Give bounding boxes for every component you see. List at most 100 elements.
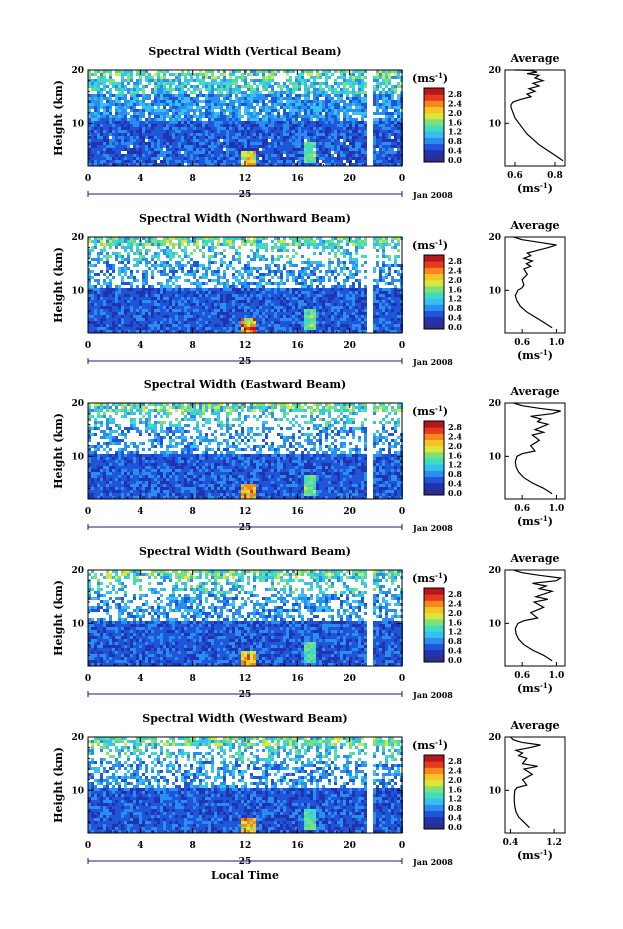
heatmap-cell xyxy=(235,97,238,100)
heatmap-cell xyxy=(298,94,301,97)
heatmap-cell xyxy=(268,306,271,309)
heatmap-cell xyxy=(178,264,181,267)
heatmap-cell xyxy=(280,127,283,130)
heatmap-cell xyxy=(97,160,100,163)
heatmap-cell xyxy=(382,130,385,133)
heatmap-cell xyxy=(292,112,295,115)
heatmap-cell xyxy=(295,252,298,255)
heatmap-cell xyxy=(124,324,127,327)
heatmap-cell xyxy=(229,157,232,160)
heatmap-cell xyxy=(142,294,145,297)
heatmap-cell xyxy=(199,133,202,136)
heatmap-cell xyxy=(247,318,250,321)
heatmap-cell xyxy=(160,294,163,297)
heatmap-cell xyxy=(100,148,103,151)
heatmap-cell xyxy=(181,306,184,309)
heatmap-cell xyxy=(259,151,262,154)
heatmap-cell xyxy=(196,267,199,270)
heatmap-cell xyxy=(157,79,160,82)
heatmap-cell xyxy=(253,276,256,279)
heatmap-cell xyxy=(286,297,289,300)
heatmap-cell xyxy=(268,82,271,85)
heatmap-cell xyxy=(232,118,235,121)
heatmap-cell xyxy=(166,312,169,315)
heatmap-cell xyxy=(301,321,304,324)
heatmap-cell xyxy=(208,136,211,139)
heatmap-cell xyxy=(229,163,232,166)
heatmap-cell xyxy=(196,157,199,160)
heatmap-cell xyxy=(127,240,130,243)
heatmap-cell xyxy=(319,100,322,103)
heatmap-cell xyxy=(112,306,115,309)
heatmap-cell xyxy=(331,112,334,115)
heatmap-cell xyxy=(253,106,256,109)
heatmap-cell xyxy=(127,88,130,91)
heatmap-cell xyxy=(277,130,280,133)
heatmap-cell xyxy=(280,133,283,136)
heatmap-cell xyxy=(115,145,118,148)
heatmap-cell xyxy=(145,124,148,127)
heatmap-cell xyxy=(253,255,256,258)
heatmap-cell xyxy=(229,330,232,333)
heatmap-cell xyxy=(175,103,178,106)
heatmap-cell xyxy=(178,303,181,306)
heatmap-cell xyxy=(163,73,166,76)
heatmap-cell xyxy=(238,288,241,291)
heatmap-cell xyxy=(241,130,244,133)
heatmap-cell xyxy=(250,327,253,330)
heatmap-cell xyxy=(295,133,298,136)
heatmap-cell xyxy=(94,318,97,321)
heatmap-cell xyxy=(268,160,271,163)
heatmap-cell xyxy=(169,100,172,103)
heatmap-cell xyxy=(247,133,250,136)
heatmap-cell xyxy=(232,246,235,249)
heatmap-cell xyxy=(196,142,199,145)
heatmap-cell xyxy=(127,282,130,285)
heatmap-cell xyxy=(88,318,91,321)
heatmap-cell xyxy=(193,288,196,291)
heatmap-cell xyxy=(172,270,175,273)
heatmap-cell xyxy=(148,121,151,124)
heatmap-cell xyxy=(112,124,115,127)
heatmap-cell xyxy=(259,109,262,112)
heatmap-cell xyxy=(325,115,328,118)
heatmap-cell xyxy=(136,252,139,255)
heatmap-cell xyxy=(286,151,289,154)
heatmap-cell xyxy=(211,303,214,306)
heatmap-cell xyxy=(301,282,304,285)
heatmap-cell xyxy=(100,124,103,127)
heatmap-cell xyxy=(292,103,295,106)
heatmap-cell xyxy=(160,285,163,288)
heatmap-cell xyxy=(274,270,277,273)
heatmap-cell xyxy=(94,151,97,154)
heatmap-cell xyxy=(211,321,214,324)
heatmap-cell xyxy=(244,288,247,291)
heatmap-cell xyxy=(271,127,274,130)
heatmap-cell xyxy=(331,73,334,76)
heatmap-cell xyxy=(214,151,217,154)
heatmap-cell xyxy=(184,91,187,94)
heatmap-cell xyxy=(97,130,100,133)
heatmap-cell xyxy=(379,136,382,139)
heatmap-cell xyxy=(97,91,100,94)
heatmap-cell xyxy=(175,145,178,148)
heatmap-cell xyxy=(238,312,241,315)
heatmap-cell xyxy=(100,285,103,288)
heatmap-cell xyxy=(166,303,169,306)
heatmap-cell xyxy=(121,330,124,333)
heatmap-cell xyxy=(115,160,118,163)
heatmap-cell xyxy=(157,288,160,291)
heatmap-cell xyxy=(250,88,253,91)
heatmap-cell xyxy=(307,273,310,276)
heatmap-cell xyxy=(349,157,352,160)
heatmap-cell xyxy=(115,85,118,88)
heatmap-cell xyxy=(358,139,361,142)
heatmap-cell xyxy=(283,294,286,297)
heatmap-cell xyxy=(247,267,250,270)
heatmap-cell xyxy=(91,309,94,312)
heatmap-cell xyxy=(88,73,91,76)
heatmap-cell xyxy=(133,148,136,151)
heatmap-cell xyxy=(385,94,388,97)
heatmap-cell xyxy=(112,330,115,333)
heatmap-cell xyxy=(229,160,232,163)
